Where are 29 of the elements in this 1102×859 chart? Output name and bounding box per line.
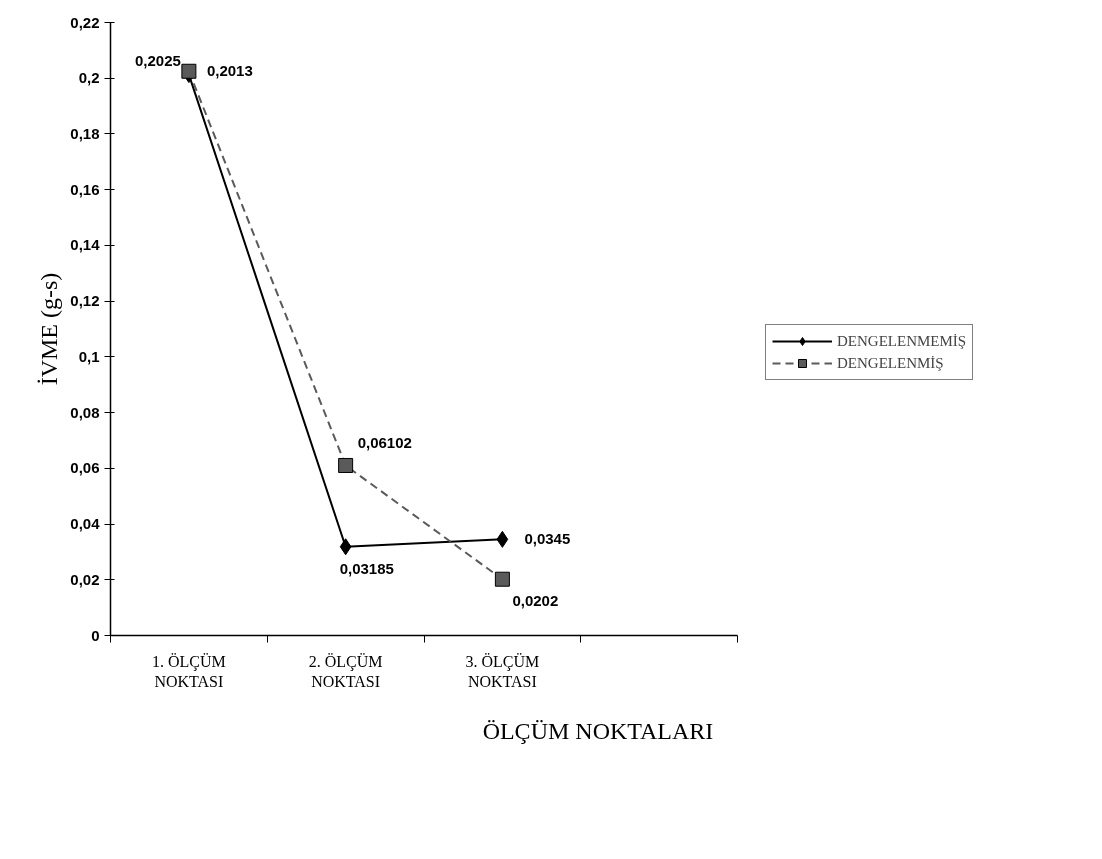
- x-tick-label: 2. ÖLÇÜM NOKTASI: [308, 652, 383, 690]
- y-tick-label: 0,12: [70, 292, 100, 310]
- point: [339, 538, 352, 556]
- y-tick-label: 0,16: [70, 180, 100, 198]
- y-tick-label: 0,22: [70, 13, 100, 31]
- legend-label: DENGELENMEMİŞ: [837, 332, 967, 350]
- y-tick-label: 0,14: [70, 236, 101, 254]
- data-label: 0,06102: [357, 434, 412, 452]
- y-tick-label: 0,02: [70, 570, 100, 588]
- y-tick-label: 0,18: [70, 124, 100, 142]
- point: [494, 571, 510, 587]
- y-tick-label: 0,08: [70, 403, 100, 421]
- y-axis-title: İVME (g-s): [36, 272, 63, 386]
- data-label: 0,2025: [135, 52, 181, 70]
- legend-label: DENGELENMİŞ: [837, 354, 944, 372]
- x-tick-label: 1. ÖLÇÜM NOKTASI: [151, 652, 226, 690]
- x-axis-title: ÖLÇÜM NOKTALARI: [482, 717, 714, 744]
- x-tick-label: 3. ÖLÇÜM NOKTASI: [465, 652, 540, 690]
- data-label: 0,2013: [206, 61, 253, 79]
- y-tick-label: 0,04: [70, 515, 101, 533]
- data-label: 0,0345: [524, 530, 571, 548]
- y-tick-label: 0,06: [70, 459, 100, 477]
- y-tick-label: 0,1: [78, 347, 100, 365]
- y-tick-label: 0: [91, 626, 100, 644]
- point: [338, 457, 354, 473]
- data-label: 0,03185: [339, 559, 394, 577]
- point: [496, 530, 509, 548]
- data-label: 0,0202: [512, 592, 559, 610]
- y-tick-label: 0,2: [78, 69, 100, 87]
